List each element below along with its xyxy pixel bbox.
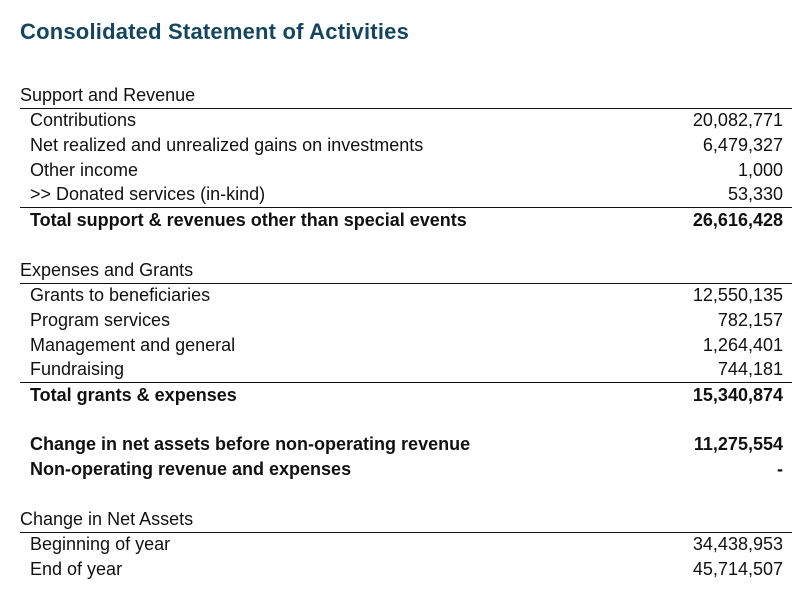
row-label: Fundraising xyxy=(30,359,125,379)
row-label: Beginning of year xyxy=(30,534,171,554)
row-value: 34,438,953 xyxy=(692,534,783,554)
table-row: End of year 45,714,507 xyxy=(30,558,783,580)
row-value: 11,275,554 xyxy=(693,434,783,454)
row-label: Other income xyxy=(30,160,139,180)
row-value: - xyxy=(777,459,783,479)
table-row: Fundraising 744,181 xyxy=(30,358,783,380)
total-row-expenses: Total grants & expenses 15,340,874 xyxy=(30,384,783,406)
row-value: 20,082,771 xyxy=(692,110,783,130)
section-heading-expenses: Expenses and Grants xyxy=(20,260,194,280)
row-label: Net realized and unrealized gains on inv… xyxy=(30,135,424,155)
table-row: Other income 1,000 xyxy=(30,159,783,181)
divider xyxy=(20,108,792,109)
table-row: Program services 782,157 xyxy=(30,309,783,331)
row-value: 782,157 xyxy=(717,310,783,330)
table-row: Beginning of year 34,438,953 xyxy=(30,533,783,555)
table-row: Grants to beneficiaries 12,550,135 xyxy=(30,284,783,306)
row-label: End of year xyxy=(30,559,123,579)
row-label: Non-operating revenue and expenses xyxy=(30,459,352,479)
row-value: 1,000 xyxy=(737,160,783,180)
row-value: 12,550,135 xyxy=(692,285,783,305)
table-row: Net realized and unrealized gains on inv… xyxy=(30,134,783,156)
section-heading-support: Support and Revenue xyxy=(20,85,196,105)
row-value: 26,616,428 xyxy=(692,210,783,230)
row-value: 53,330 xyxy=(727,184,783,204)
row-label: Change in net assets before non-operatin… xyxy=(30,434,471,454)
row-label: Grants to beneficiaries xyxy=(30,285,211,305)
total-row-support: Total support & revenues other than spec… xyxy=(30,209,783,231)
table-row: Contributions 20,082,771 xyxy=(30,109,783,131)
divider xyxy=(20,283,792,284)
change-before-row: Change in net assets before non-operatin… xyxy=(30,433,783,455)
divider xyxy=(20,382,792,383)
page-title: Consolidated Statement of Activities xyxy=(20,19,409,44)
row-value: 6,479,327 xyxy=(702,135,783,155)
section-heading-net-assets: Change in Net Assets xyxy=(20,509,194,529)
row-label: Program services xyxy=(30,310,171,330)
row-label: Contributions xyxy=(30,110,137,130)
table-row: Management and general 1,264,401 xyxy=(30,334,783,356)
row-label: Total grants & expenses xyxy=(30,385,237,405)
row-value: 45,714,507 xyxy=(692,559,783,579)
row-label: Total support & revenues other than spec… xyxy=(30,210,467,230)
non-operating-row: Non-operating revenue and expenses - xyxy=(30,458,783,480)
row-value: 15,340,874 xyxy=(692,385,783,405)
row-value: 1,264,401 xyxy=(702,335,783,355)
table-row: >> Donated services (in-kind) 53,330 xyxy=(30,183,783,205)
divider xyxy=(20,532,792,533)
row-label: Management and general xyxy=(30,335,236,355)
row-value: 744,181 xyxy=(717,359,783,379)
divider xyxy=(20,207,792,208)
row-label: >> Donated services (in-kind) xyxy=(30,184,266,204)
